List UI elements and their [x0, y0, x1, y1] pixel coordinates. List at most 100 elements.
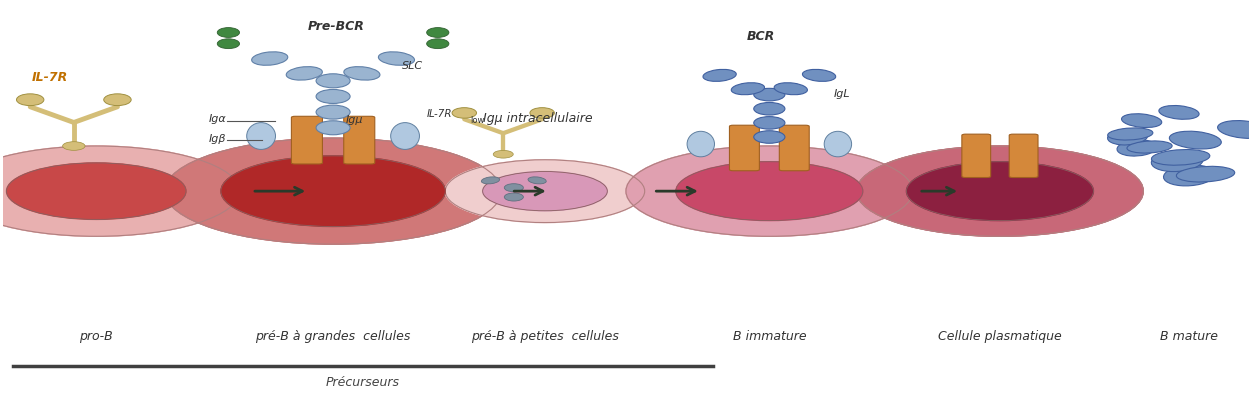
Ellipse shape: [252, 52, 288, 65]
Ellipse shape: [481, 177, 500, 184]
Circle shape: [676, 162, 863, 220]
Ellipse shape: [754, 117, 785, 129]
Circle shape: [290, 178, 376, 205]
Ellipse shape: [754, 102, 785, 115]
Circle shape: [507, 179, 582, 203]
Ellipse shape: [104, 94, 131, 105]
Text: low: low: [471, 116, 485, 125]
Text: pré-B à grandes  cellules: pré-B à grandes cellules: [255, 330, 411, 343]
Ellipse shape: [316, 105, 351, 119]
Circle shape: [6, 163, 187, 219]
Ellipse shape: [731, 83, 765, 95]
Circle shape: [532, 187, 557, 195]
Circle shape: [947, 174, 1054, 208]
Circle shape: [446, 160, 645, 222]
FancyBboxPatch shape: [779, 125, 809, 171]
Ellipse shape: [427, 27, 449, 37]
Text: pré-B à petites  cellules: pré-B à petites cellules: [471, 330, 618, 343]
Circle shape: [680, 163, 859, 219]
Circle shape: [495, 176, 595, 207]
Ellipse shape: [1152, 151, 1203, 172]
Text: Igβ: Igβ: [208, 134, 225, 144]
Circle shape: [644, 152, 895, 230]
Ellipse shape: [316, 90, 351, 103]
Circle shape: [458, 164, 632, 219]
Circle shape: [906, 162, 1093, 220]
Circle shape: [228, 158, 438, 224]
Text: SLC: SLC: [402, 62, 423, 72]
Text: IL-7R: IL-7R: [31, 71, 68, 84]
Ellipse shape: [1177, 166, 1234, 182]
Text: pro-B: pro-B: [79, 330, 113, 343]
Text: Igμ intracellulaire: Igμ intracellulaire: [483, 113, 592, 125]
Ellipse shape: [702, 69, 736, 81]
Circle shape: [0, 146, 239, 236]
Text: Cellule plasmatique: Cellule plasmatique: [938, 330, 1062, 343]
Circle shape: [716, 174, 823, 208]
Ellipse shape: [63, 142, 85, 150]
FancyBboxPatch shape: [730, 125, 760, 171]
Circle shape: [312, 185, 354, 198]
Text: Précurseurs: Précurseurs: [326, 376, 399, 388]
Text: Igα: Igα: [208, 115, 227, 125]
Circle shape: [928, 169, 1072, 214]
Circle shape: [446, 160, 645, 222]
Ellipse shape: [344, 66, 379, 80]
Circle shape: [483, 172, 607, 211]
Circle shape: [662, 157, 876, 225]
Ellipse shape: [774, 83, 808, 95]
Ellipse shape: [16, 94, 44, 105]
Circle shape: [0, 157, 204, 225]
Circle shape: [185, 145, 481, 238]
Circle shape: [79, 185, 114, 197]
Text: Pre-BCR: Pre-BCR: [308, 20, 366, 33]
Text: BCR: BCR: [747, 30, 775, 43]
Circle shape: [874, 152, 1126, 230]
FancyBboxPatch shape: [962, 134, 990, 178]
Circle shape: [0, 152, 222, 230]
Ellipse shape: [247, 123, 275, 149]
Ellipse shape: [1117, 140, 1157, 156]
FancyBboxPatch shape: [1009, 134, 1038, 178]
Ellipse shape: [218, 27, 239, 37]
Circle shape: [220, 156, 446, 226]
Ellipse shape: [493, 150, 513, 158]
Ellipse shape: [287, 66, 322, 80]
Circle shape: [471, 168, 620, 215]
Circle shape: [982, 185, 1018, 197]
Ellipse shape: [218, 39, 239, 49]
Circle shape: [43, 174, 150, 208]
Text: B mature: B mature: [1161, 330, 1218, 343]
Ellipse shape: [1163, 165, 1216, 186]
Circle shape: [0, 146, 239, 236]
Circle shape: [964, 180, 1035, 203]
Text: Igμ: Igμ: [346, 115, 363, 125]
Ellipse shape: [1108, 128, 1153, 140]
Ellipse shape: [316, 121, 351, 135]
Circle shape: [697, 169, 841, 214]
Text: IL-7R: IL-7R: [427, 109, 452, 119]
Ellipse shape: [754, 88, 785, 101]
Ellipse shape: [1159, 105, 1199, 119]
Ellipse shape: [1127, 141, 1172, 153]
Circle shape: [165, 138, 501, 244]
Ellipse shape: [378, 52, 414, 65]
Circle shape: [856, 146, 1143, 236]
Ellipse shape: [505, 193, 523, 201]
Circle shape: [520, 183, 570, 199]
Ellipse shape: [530, 108, 555, 118]
Ellipse shape: [754, 131, 785, 143]
FancyBboxPatch shape: [292, 116, 323, 164]
Ellipse shape: [1152, 150, 1209, 165]
Ellipse shape: [452, 108, 477, 118]
Circle shape: [893, 157, 1108, 225]
Ellipse shape: [528, 177, 546, 184]
Ellipse shape: [391, 123, 419, 149]
Ellipse shape: [1122, 114, 1162, 127]
Ellipse shape: [427, 39, 449, 49]
Ellipse shape: [1169, 131, 1221, 149]
Circle shape: [25, 169, 168, 214]
FancyBboxPatch shape: [344, 116, 374, 164]
Ellipse shape: [687, 131, 715, 157]
Circle shape: [165, 138, 501, 244]
